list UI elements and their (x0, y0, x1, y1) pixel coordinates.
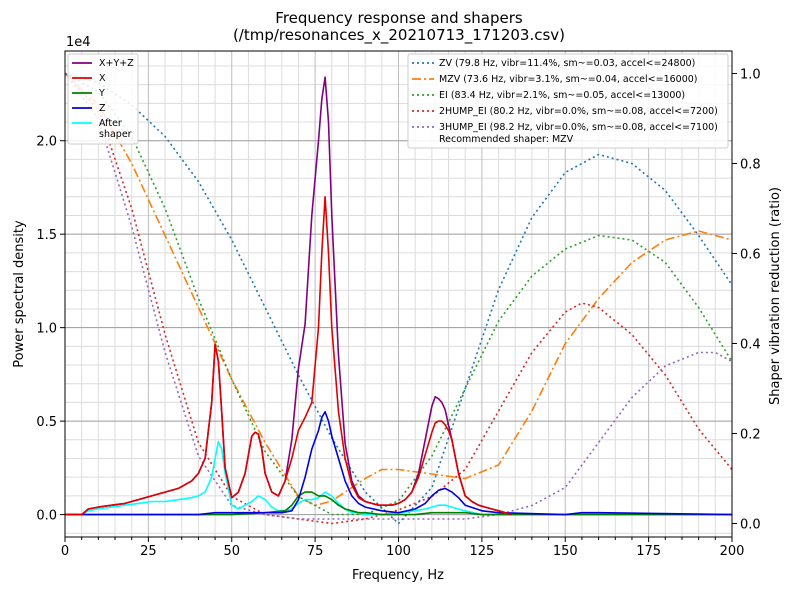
legend-label-hump2: 2HUMP_EI (80.2 Hz, vibr=0.0%, sm~=0.08, … (439, 106, 718, 117)
shaper-line-hump2 (65, 72, 732, 525)
y-right-tick-label: 0.0 (740, 518, 761, 533)
psd-line-z (65, 410, 732, 516)
x-tick-label: 75 (307, 544, 324, 559)
x-tick-label: 200 (720, 544, 745, 559)
legend-label-y: Y (98, 88, 105, 99)
x-tick-label: 150 (553, 544, 578, 559)
x-axis: 0 25 50 75 100 125 150 175 200 (61, 537, 745, 559)
y-tick-label: 2.0 (36, 135, 57, 150)
y-right-tick-label: 0.4 (740, 338, 761, 353)
y-tick-label: 0.0 (36, 509, 57, 524)
legend-label-zv: ZV (79.8 Hz, vibr=11.4%, sm~=0.03, accel… (439, 58, 695, 69)
y-multiplier-label: 1e4 (66, 35, 91, 50)
psd-line-y (65, 491, 732, 516)
legend-label-hump3: 3HUMP_EI (98.2 Hz, vibr=0.0%, sm~=0.08, … (439, 122, 718, 133)
series-layer (65, 72, 732, 525)
y-axis-label: Power spectral density (12, 220, 27, 368)
x-tick-label: 125 (469, 544, 494, 559)
y-right-tick-label: 0.8 (740, 158, 761, 173)
psd-line-x (65, 196, 513, 516)
shaper-line-zv (65, 72, 732, 525)
x-tick-label: 25 (140, 544, 157, 559)
y-tick-label: 1.5 (36, 228, 57, 243)
legend-label-xyz: X+Y+Z (99, 58, 134, 69)
recommended-shaper-note: Recommended shaper: MZV (439, 134, 574, 145)
x-tick-label: 50 (223, 544, 240, 559)
legend-shapers-box (407, 53, 729, 149)
legend-shapers: ZV (79.8 Hz, vibr=11.4%, sm~=0.03, accel… (407, 53, 729, 149)
y-tick-label: 1.0 (36, 322, 57, 337)
legend-label-mzv: MZV (73.6 Hz, vibr=3.1%, sm~=0.04, accel… (439, 74, 698, 85)
y-tick-label: 0.5 (36, 415, 57, 430)
y-right-tick-label: 0.6 (740, 248, 761, 263)
legend-label-after: After shaper (99, 118, 132, 140)
y-right-tick-label: 1.0 (740, 68, 761, 83)
legend-label-ei: EI (83.4 Hz, vibr=2.1%, sm~=0.05, accel<… (439, 90, 685, 101)
x-tick-label: 100 (386, 544, 411, 559)
y-axis-left: 0.0 0.5 1.0 1.5 2.0 (36, 135, 65, 524)
x-axis-label: Frequency, Hz (352, 568, 444, 583)
y-axis-right-label: Shaper vibration reduction (ratio) (768, 187, 783, 405)
y-axis-right: 0.0 0.2 0.4 0.6 0.8 1.0 (732, 68, 761, 533)
chart-subtitle: (/tmp/resonances_x_20210713_171203.csv) (233, 26, 565, 45)
x-tick-label: 175 (636, 544, 661, 559)
legend-label-x: X (99, 73, 106, 84)
y-right-tick-label: 0.2 (740, 428, 761, 443)
x-tick-label: 0 (61, 544, 69, 559)
legend-label-z: Z (99, 103, 106, 114)
legend-psd: X+Y+Z XYZ After shaper (67, 53, 139, 145)
chart-title: Frequency response and shapers (275, 9, 523, 27)
legend-psd-box (67, 53, 139, 145)
shaper-line-mzv (65, 72, 732, 507)
